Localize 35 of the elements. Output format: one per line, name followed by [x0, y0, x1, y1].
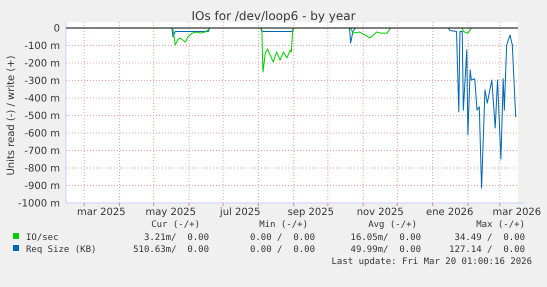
legend-label: IO/sec	[26, 233, 59, 243]
y-tick-label: -100 m	[24, 41, 60, 52]
y-tick-label: 0	[54, 24, 60, 34]
y-tick-label: -700 m	[24, 146, 60, 157]
x-tick-label: jul 2025	[218, 207, 260, 218]
chart-title: IOs for /dev/loop6 - by year	[191, 9, 356, 23]
legend-label: Req Size (KB)	[26, 245, 96, 255]
text: Cur (-/+)	[151, 220, 200, 230]
y-tick-label: -1000 m	[18, 198, 60, 210]
x-tick-label: mar 2025	[76, 207, 126, 218]
text: 34.49 / 0.00	[454, 233, 525, 243]
text: Max (-/+)	[476, 220, 525, 230]
text: 16.05m/ 0.00	[350, 233, 421, 243]
x-tick-label: ene 2026	[426, 207, 474, 218]
x-tick-label: nov 2025	[356, 207, 404, 218]
x-tick-label: may 2025	[146, 207, 196, 218]
y-tick-label: -800 m	[24, 164, 60, 174]
text: 0.00 / 0.00	[250, 233, 315, 243]
y-tick-label: -400 m	[24, 94, 60, 104]
y-tick-label: -600 m	[24, 128, 60, 140]
y-tick-label: -200 m	[24, 58, 60, 70]
x-tick-label: mar 2026	[492, 207, 542, 218]
text: 510.63m/ 0.00	[133, 245, 209, 255]
text: Avg (-/+)	[368, 220, 417, 230]
y-axis-title: Units read (-) / write (+)	[6, 55, 17, 176]
text: 49.99m/ 0.00	[350, 245, 421, 255]
y-tick-label: -300 m	[24, 76, 60, 87]
text: Min (-/+)	[259, 220, 308, 230]
text: 3.21m/ 0.00	[144, 233, 209, 243]
y-tick-label: -900 m	[24, 181, 60, 192]
text: 0.00 / 0.00	[250, 245, 315, 255]
x-tick-label: sep 2025	[288, 207, 334, 218]
y-tick-label: -500 m	[24, 111, 60, 122]
text: Last update: Fri Mar 20 01:00:16 2026	[332, 257, 532, 267]
text: 127.14 / 0.00	[449, 245, 525, 255]
